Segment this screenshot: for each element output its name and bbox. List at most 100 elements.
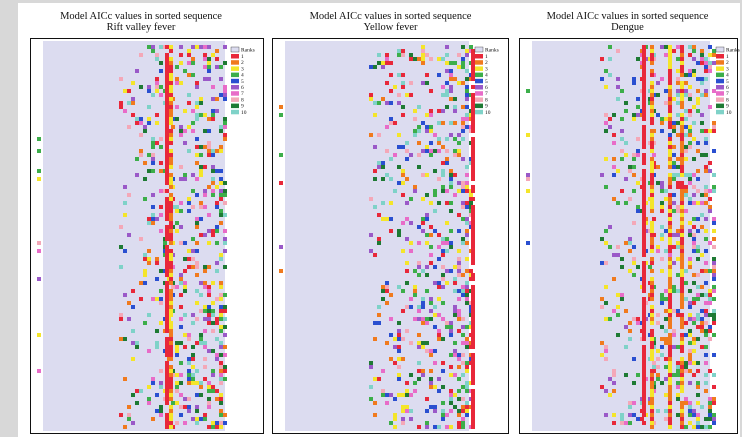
heatmap-cell xyxy=(389,229,393,233)
heatmap-cell xyxy=(688,413,692,417)
heatmap-cell xyxy=(159,289,163,293)
panel-title: Model AICc values in sorted sequence Yel… xyxy=(268,11,513,33)
heatmap-cell xyxy=(656,377,660,381)
heatmap-cell xyxy=(465,369,469,373)
heatmap-cell xyxy=(668,49,672,53)
heatmap-cell xyxy=(223,365,227,369)
heatmap-cell xyxy=(211,117,215,121)
heatmap-cell xyxy=(632,317,636,321)
heatmap-cell xyxy=(381,65,385,69)
heatmap-stripe-cell xyxy=(668,273,672,277)
heatmap-cell xyxy=(37,333,41,337)
heatmap-cell xyxy=(369,97,373,101)
heatmap-stripe-cell xyxy=(668,145,672,149)
heatmap-cell xyxy=(700,61,704,65)
heatmap-cell xyxy=(429,113,433,117)
heatmap-cell xyxy=(223,333,227,337)
heatmap-stripe-cell xyxy=(668,353,672,357)
heatmap-cell xyxy=(692,105,696,109)
heatmap-cell xyxy=(461,181,465,185)
heatmap-cell xyxy=(628,405,632,409)
heatmap-cell xyxy=(199,165,203,169)
heatmap-cell xyxy=(417,153,421,157)
heatmap-stripe-cell xyxy=(165,85,169,89)
heatmap-stripe-cell xyxy=(165,189,169,193)
heatmap-cell xyxy=(636,205,640,209)
heatmap-cell xyxy=(183,109,187,113)
heatmap-cell xyxy=(381,201,385,205)
heatmap-cell xyxy=(429,141,433,145)
heatmap-cell xyxy=(684,125,688,129)
heatmap-cell xyxy=(600,341,604,345)
heatmap-cell xyxy=(195,85,199,89)
heatmap-cell xyxy=(223,189,227,193)
heatmap-cell xyxy=(179,165,183,169)
heatmap-cell xyxy=(183,285,187,289)
heatmap-cell xyxy=(660,381,664,385)
heatmap-cell xyxy=(465,85,469,89)
heatmap-cell xyxy=(207,65,211,69)
heatmap-cell xyxy=(421,45,425,49)
heatmap-stripe-cell xyxy=(642,277,646,281)
heatmap-cell xyxy=(612,197,616,201)
heatmap-stripe-cell xyxy=(668,153,672,157)
heatmap-stripe-cell xyxy=(668,313,672,317)
heatmap-stripe-cell xyxy=(169,213,173,217)
heatmap-stripe-cell xyxy=(165,181,169,185)
heatmap-cell xyxy=(405,261,409,265)
heatmap-cell xyxy=(660,325,664,329)
heatmap-cell xyxy=(37,241,41,245)
heatmap-cell xyxy=(457,297,461,301)
heatmap-cell xyxy=(135,341,139,345)
heatmap-cell xyxy=(704,165,708,169)
legend-swatch xyxy=(716,54,724,59)
heatmap-stripe-cell xyxy=(668,65,672,69)
heatmap-cell xyxy=(393,85,397,89)
heatmap-cell xyxy=(684,397,688,401)
heatmap-stripe-cell xyxy=(680,185,684,189)
heatmap-cell xyxy=(704,89,708,93)
heatmap-stripe-cell xyxy=(642,53,646,57)
heatmap-cell xyxy=(676,133,680,137)
heatmap-stripe-cell xyxy=(471,397,475,401)
heatmap-stripe-cell xyxy=(668,249,672,253)
heatmap-cell xyxy=(219,373,223,377)
heatmap-cell xyxy=(441,369,445,373)
heatmap-cell xyxy=(405,329,409,333)
heatmap-cell xyxy=(159,385,163,389)
heatmap-cell xyxy=(704,141,708,145)
heatmap-cell xyxy=(445,413,449,417)
heatmap-cell xyxy=(429,369,433,373)
heatmap-cell xyxy=(203,365,207,369)
heatmap-cell xyxy=(373,65,377,69)
heatmap-cell xyxy=(660,337,664,341)
heatmap-cell xyxy=(191,45,195,49)
heatmap-cell xyxy=(688,405,692,409)
heatmap-stripe-cell xyxy=(165,301,169,305)
heatmap-stripe-cell xyxy=(680,417,684,421)
heatmap-stripe-cell xyxy=(668,105,672,109)
heatmap-stripe-cell xyxy=(668,109,672,113)
heatmap-cell xyxy=(704,269,708,273)
heatmap-cell xyxy=(179,209,183,213)
heatmap-cell xyxy=(692,337,696,341)
heatmap-stripe-cell xyxy=(650,337,654,341)
heatmap-cell xyxy=(616,77,620,81)
heatmap-stripe-cell xyxy=(642,413,646,417)
heatmap-stripe-cell xyxy=(680,161,684,165)
heatmap-cell xyxy=(465,285,469,289)
heatmap-cell xyxy=(405,177,409,181)
heatmap-cell xyxy=(179,393,183,397)
heatmap-stripe-cell xyxy=(471,149,475,153)
heatmap-cell xyxy=(624,345,628,349)
heatmap-cell xyxy=(700,329,704,333)
heatmap-cell xyxy=(457,269,461,273)
heatmap-stripe-cell xyxy=(668,181,672,185)
heatmap-cell xyxy=(219,293,223,297)
heatmap-cell xyxy=(159,269,163,273)
heatmap-cell xyxy=(461,409,465,413)
heatmap-cell xyxy=(457,289,461,293)
heatmap-stripe-cell xyxy=(471,277,475,281)
heatmap-cell xyxy=(151,141,155,145)
heatmap-stripe-cell xyxy=(642,45,646,49)
